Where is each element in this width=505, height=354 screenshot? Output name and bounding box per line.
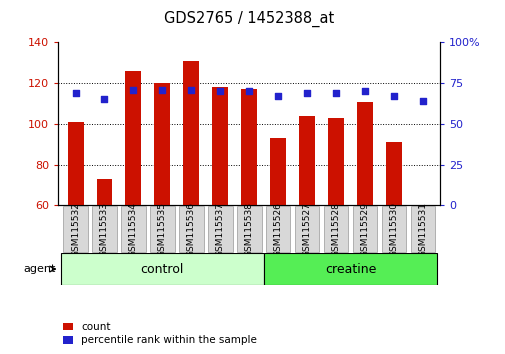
Bar <box>385 142 401 205</box>
Bar <box>183 61 199 205</box>
Text: control: control <box>140 263 184 275</box>
Point <box>360 88 368 94</box>
Point <box>245 88 253 94</box>
Point <box>100 97 109 102</box>
Text: GSM115526: GSM115526 <box>273 202 282 257</box>
Bar <box>381 206 406 252</box>
Text: GSM115530: GSM115530 <box>389 202 397 257</box>
Bar <box>263 253 436 285</box>
Bar <box>208 206 232 252</box>
Point <box>129 87 137 92</box>
Bar <box>96 179 112 205</box>
Bar <box>241 89 257 205</box>
Bar <box>236 206 261 252</box>
Point <box>331 90 339 96</box>
Point <box>216 88 224 94</box>
Bar <box>68 122 83 205</box>
Bar <box>179 206 203 252</box>
Text: GSM115533: GSM115533 <box>100 202 109 257</box>
Legend: count, percentile rank within the sample: count, percentile rank within the sample <box>63 322 257 345</box>
Text: GDS2765 / 1452388_at: GDS2765 / 1452388_at <box>164 11 334 27</box>
Point <box>187 87 195 92</box>
Point <box>71 90 79 96</box>
Bar <box>150 206 174 252</box>
Bar <box>357 102 372 205</box>
Text: GSM115536: GSM115536 <box>186 202 195 257</box>
Text: GSM115535: GSM115535 <box>158 202 167 257</box>
Point <box>302 90 311 96</box>
Bar <box>61 253 263 285</box>
Bar <box>125 71 141 205</box>
Text: GSM115528: GSM115528 <box>331 202 340 257</box>
Text: GSM115531: GSM115531 <box>418 202 427 257</box>
Bar <box>298 116 315 205</box>
Bar <box>270 138 285 205</box>
Bar <box>212 87 228 205</box>
Bar <box>63 206 88 252</box>
Bar <box>323 206 347 252</box>
Bar <box>327 118 343 205</box>
Text: creatine: creatine <box>324 263 375 275</box>
Text: GSM115532: GSM115532 <box>71 202 80 257</box>
Bar <box>92 206 117 252</box>
Bar <box>121 206 145 252</box>
Text: GSM115537: GSM115537 <box>215 202 224 257</box>
Point <box>389 93 397 99</box>
Bar <box>265 206 290 252</box>
Bar <box>154 83 170 205</box>
Text: GSM115538: GSM115538 <box>244 202 253 257</box>
Bar <box>410 206 434 252</box>
Bar <box>352 206 377 252</box>
Bar <box>294 206 319 252</box>
Point <box>274 93 282 99</box>
Text: GSM115534: GSM115534 <box>129 202 138 257</box>
Point <box>418 98 426 104</box>
Text: agent: agent <box>23 264 56 274</box>
Text: GSM115529: GSM115529 <box>360 202 369 257</box>
Text: GSM115527: GSM115527 <box>302 202 311 257</box>
Point <box>158 87 166 92</box>
